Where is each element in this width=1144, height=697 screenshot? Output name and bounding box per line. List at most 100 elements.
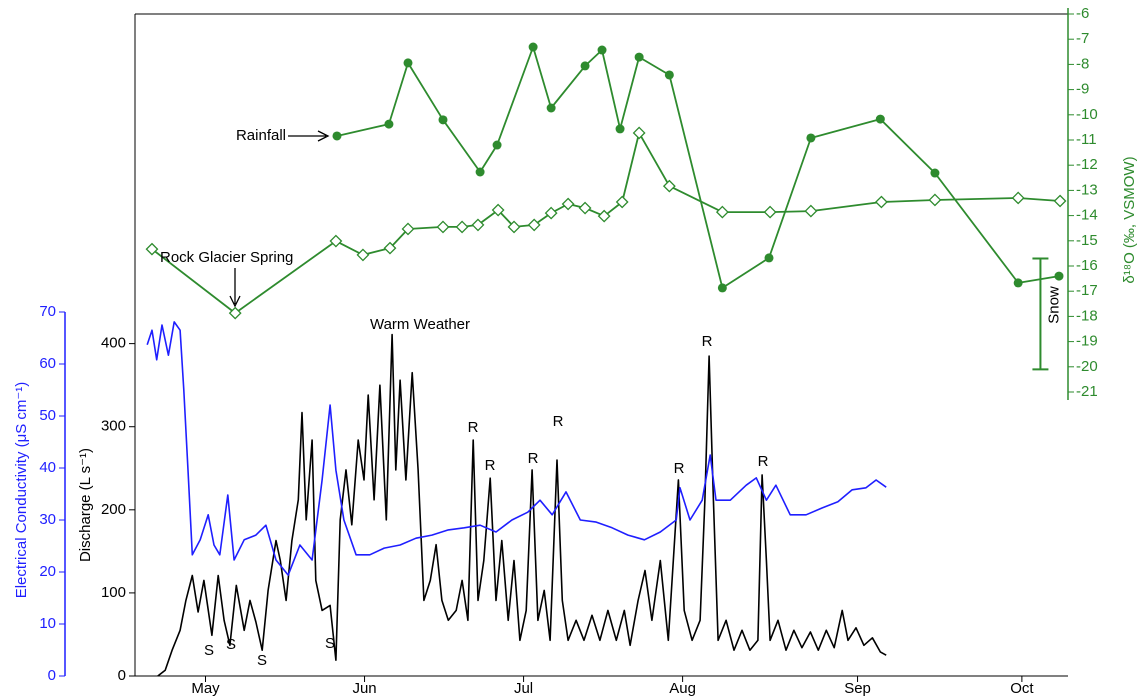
- y2-tick-label: -20: [1076, 358, 1098, 375]
- y2-tick-label: -13: [1076, 181, 1098, 198]
- y3-tick-label: 10: [39, 615, 56, 632]
- annotation: Warm Weather: [370, 316, 470, 333]
- y-tick-label: 200: [101, 501, 126, 518]
- snow-range: [1032, 257, 1049, 371]
- spring-point: [471, 218, 485, 232]
- spring-point: [561, 197, 575, 211]
- x-tick-label: May: [191, 680, 220, 697]
- x-tick-label: Aug: [669, 680, 696, 697]
- spring-point: [597, 209, 611, 223]
- y2-tick-label: -7: [1076, 30, 1089, 47]
- x-tick-label: Sep: [844, 680, 871, 697]
- rainfall-point: [403, 58, 413, 68]
- y3-tick-label: 40: [39, 459, 56, 476]
- spring-point: [455, 220, 469, 234]
- rainfall-point: [875, 114, 885, 124]
- rainfall-point: [580, 61, 590, 71]
- annotation: S: [204, 642, 214, 659]
- y2-tick-label: -10: [1076, 106, 1098, 123]
- spring-point: [632, 126, 646, 140]
- y2-tick-label: -15: [1076, 232, 1098, 249]
- annotation: R: [485, 457, 496, 474]
- y3-tick-label: 50: [39, 407, 56, 424]
- rainfall-arrow: [288, 130, 330, 142]
- rainfall-point: [615, 124, 625, 134]
- series-line: [157, 333, 887, 677]
- spring-point: [228, 306, 242, 320]
- y-tick-label: 0: [118, 667, 126, 684]
- y2-tick-label: -11: [1076, 131, 1097, 148]
- spring-point: [544, 206, 558, 220]
- y2-tick-label: -21: [1076, 383, 1098, 400]
- spring-point: [804, 204, 818, 218]
- y2-tick-label: -18: [1076, 307, 1098, 324]
- spring-arrow: [229, 268, 241, 308]
- y3-tick-label: 60: [39, 355, 56, 372]
- annotation: R: [468, 419, 479, 436]
- y2-axis-title: δ¹⁸O (‰, VSMOW): [1121, 156, 1138, 283]
- spring-point: [436, 220, 450, 234]
- spring-point: [928, 193, 942, 207]
- y2-tick-label: -14: [1076, 207, 1098, 224]
- spring-point: [615, 195, 629, 209]
- snow-label: Snow: [1045, 286, 1062, 324]
- spring-point: [715, 205, 729, 219]
- spring-point: [401, 222, 415, 236]
- annotation: S: [257, 652, 267, 669]
- y3-tick-label: 20: [39, 563, 56, 580]
- spring-point: [356, 248, 370, 262]
- spring-point: [578, 201, 592, 215]
- spring-point: [874, 195, 888, 209]
- spring-point: [491, 203, 505, 217]
- spring-point: [527, 218, 541, 232]
- annotation: R: [758, 453, 769, 470]
- y2-tick-label: -12: [1076, 156, 1098, 173]
- y2-tick-label: -16: [1076, 257, 1098, 274]
- y3-tick-label: 0: [48, 667, 56, 684]
- y3-tick-label: 30: [39, 511, 56, 528]
- y-axis-title: Discharge (L s⁻¹): [77, 448, 94, 562]
- rainfall-point: [384, 119, 394, 129]
- rainfall-point: [492, 140, 502, 150]
- rainfall-point: [332, 131, 342, 141]
- annotation: S: [325, 635, 335, 652]
- series-line: [146, 321, 887, 576]
- rainfall-point: [764, 253, 774, 263]
- rainfall-point: [1013, 278, 1023, 288]
- rainfall-point: [475, 167, 485, 177]
- y2-tick-label: -6: [1076, 5, 1089, 22]
- y-tick-label: 400: [101, 335, 126, 352]
- annotation: R: [553, 413, 564, 430]
- y-tick-label: 100: [101, 584, 126, 601]
- y2-tick-label: -19: [1076, 333, 1098, 350]
- spring-label: Rock Glacier Spring: [160, 249, 293, 266]
- spring-point: [662, 179, 676, 193]
- x-tick-label: Oct: [1010, 680, 1034, 697]
- rainfall-point: [528, 42, 538, 52]
- rainfall-point: [1054, 271, 1064, 281]
- spring-point: [1053, 194, 1067, 208]
- rainfall-point: [546, 103, 556, 113]
- spring-point: [145, 242, 159, 256]
- rainfall-point: [806, 133, 816, 143]
- x-tick-label: Jun: [352, 680, 376, 697]
- rainfall-point: [717, 283, 727, 293]
- annotation: R: [674, 460, 685, 477]
- x-tick-label: Jul: [514, 680, 533, 697]
- annotation: R: [702, 333, 713, 350]
- series-line: [151, 132, 1061, 314]
- rainfall-point: [634, 52, 644, 62]
- y3-tick-label: 70: [39, 303, 56, 320]
- rainfall-point: [597, 45, 607, 55]
- y2-tick-label: -8: [1076, 55, 1089, 72]
- y-tick-label: 300: [101, 418, 126, 435]
- rainfall-point: [930, 168, 940, 178]
- series-line: [336, 46, 1060, 289]
- rainfall-point: [664, 70, 674, 80]
- annotation: R: [528, 450, 539, 467]
- y3-axis-title: Electrical Conductivity (μS cm⁻¹): [13, 382, 30, 599]
- spring-point: [1011, 191, 1025, 205]
- spring-point: [329, 234, 343, 248]
- rainfall-label: Rainfall: [236, 127, 286, 144]
